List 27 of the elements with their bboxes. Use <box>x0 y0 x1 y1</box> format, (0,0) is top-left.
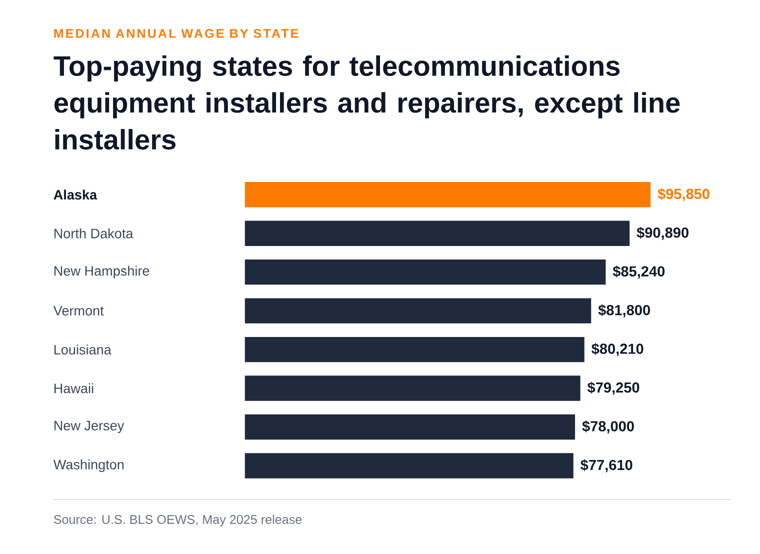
source-note: Source: U.S. BLS OEWS, May 2025 release <box>54 514 302 527</box>
bar <box>244 260 606 285</box>
bar <box>244 414 576 440</box>
y-tick-label: Hawaii <box>54 383 94 394</box>
y-tick-label: Washington <box>53 459 124 472</box>
y-tick-label: Alaska <box>54 190 98 200</box>
bar <box>244 376 580 401</box>
y-tick-label: Vermont <box>53 306 104 316</box>
bar <box>244 298 592 324</box>
y-tick-label: New Jersey <box>54 421 124 434</box>
data-label: $95,850 <box>658 188 710 202</box>
data-label: $77,610 <box>580 459 632 472</box>
data-label: $81,800 <box>598 304 650 318</box>
bar <box>244 220 630 246</box>
data-label: $78,000 <box>582 420 634 434</box>
y-tick-label: Louisiana <box>54 344 112 355</box>
data-label: $79,250 <box>587 382 640 395</box>
y-tick-label: North Dakota <box>54 228 134 238</box>
chart-title: Top-paying states for telecommunications equipment installers and repairers, except line installers <box>54 55 680 150</box>
bar <box>244 182 651 208</box>
data-label: $90,890 <box>636 226 688 240</box>
bar <box>244 453 574 478</box>
data-label: $85,240 <box>612 266 665 279</box>
data-label: $80,210 <box>592 343 644 356</box>
chart-subtitle: MEDIAN ANNUAL WAGE BY STATE <box>54 29 298 38</box>
bar <box>244 337 584 362</box>
y-tick-label: New Hampshire <box>54 266 150 278</box>
